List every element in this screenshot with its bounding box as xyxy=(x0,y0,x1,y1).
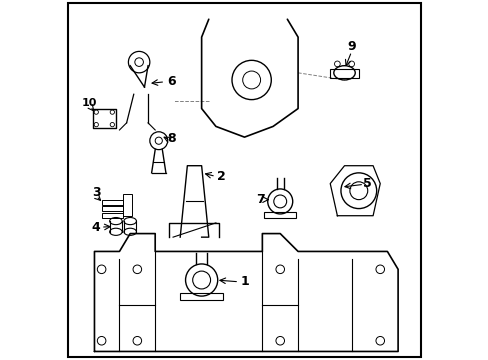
Bar xyxy=(102,206,123,211)
Text: 6: 6 xyxy=(166,75,175,88)
Bar xyxy=(329,69,358,78)
Text: 2: 2 xyxy=(217,170,225,183)
Text: 9: 9 xyxy=(346,40,355,53)
Bar xyxy=(123,194,132,216)
Text: 3: 3 xyxy=(92,186,101,199)
Bar xyxy=(93,109,116,128)
Text: 10: 10 xyxy=(81,98,97,108)
Text: 5: 5 xyxy=(363,177,371,190)
Text: 8: 8 xyxy=(166,132,175,145)
Bar xyxy=(264,212,296,217)
Bar xyxy=(102,200,123,205)
Text: 4: 4 xyxy=(92,221,101,234)
Text: 1: 1 xyxy=(240,275,248,288)
Text: 7: 7 xyxy=(256,193,264,206)
Bar xyxy=(102,213,123,218)
Bar xyxy=(180,293,223,300)
